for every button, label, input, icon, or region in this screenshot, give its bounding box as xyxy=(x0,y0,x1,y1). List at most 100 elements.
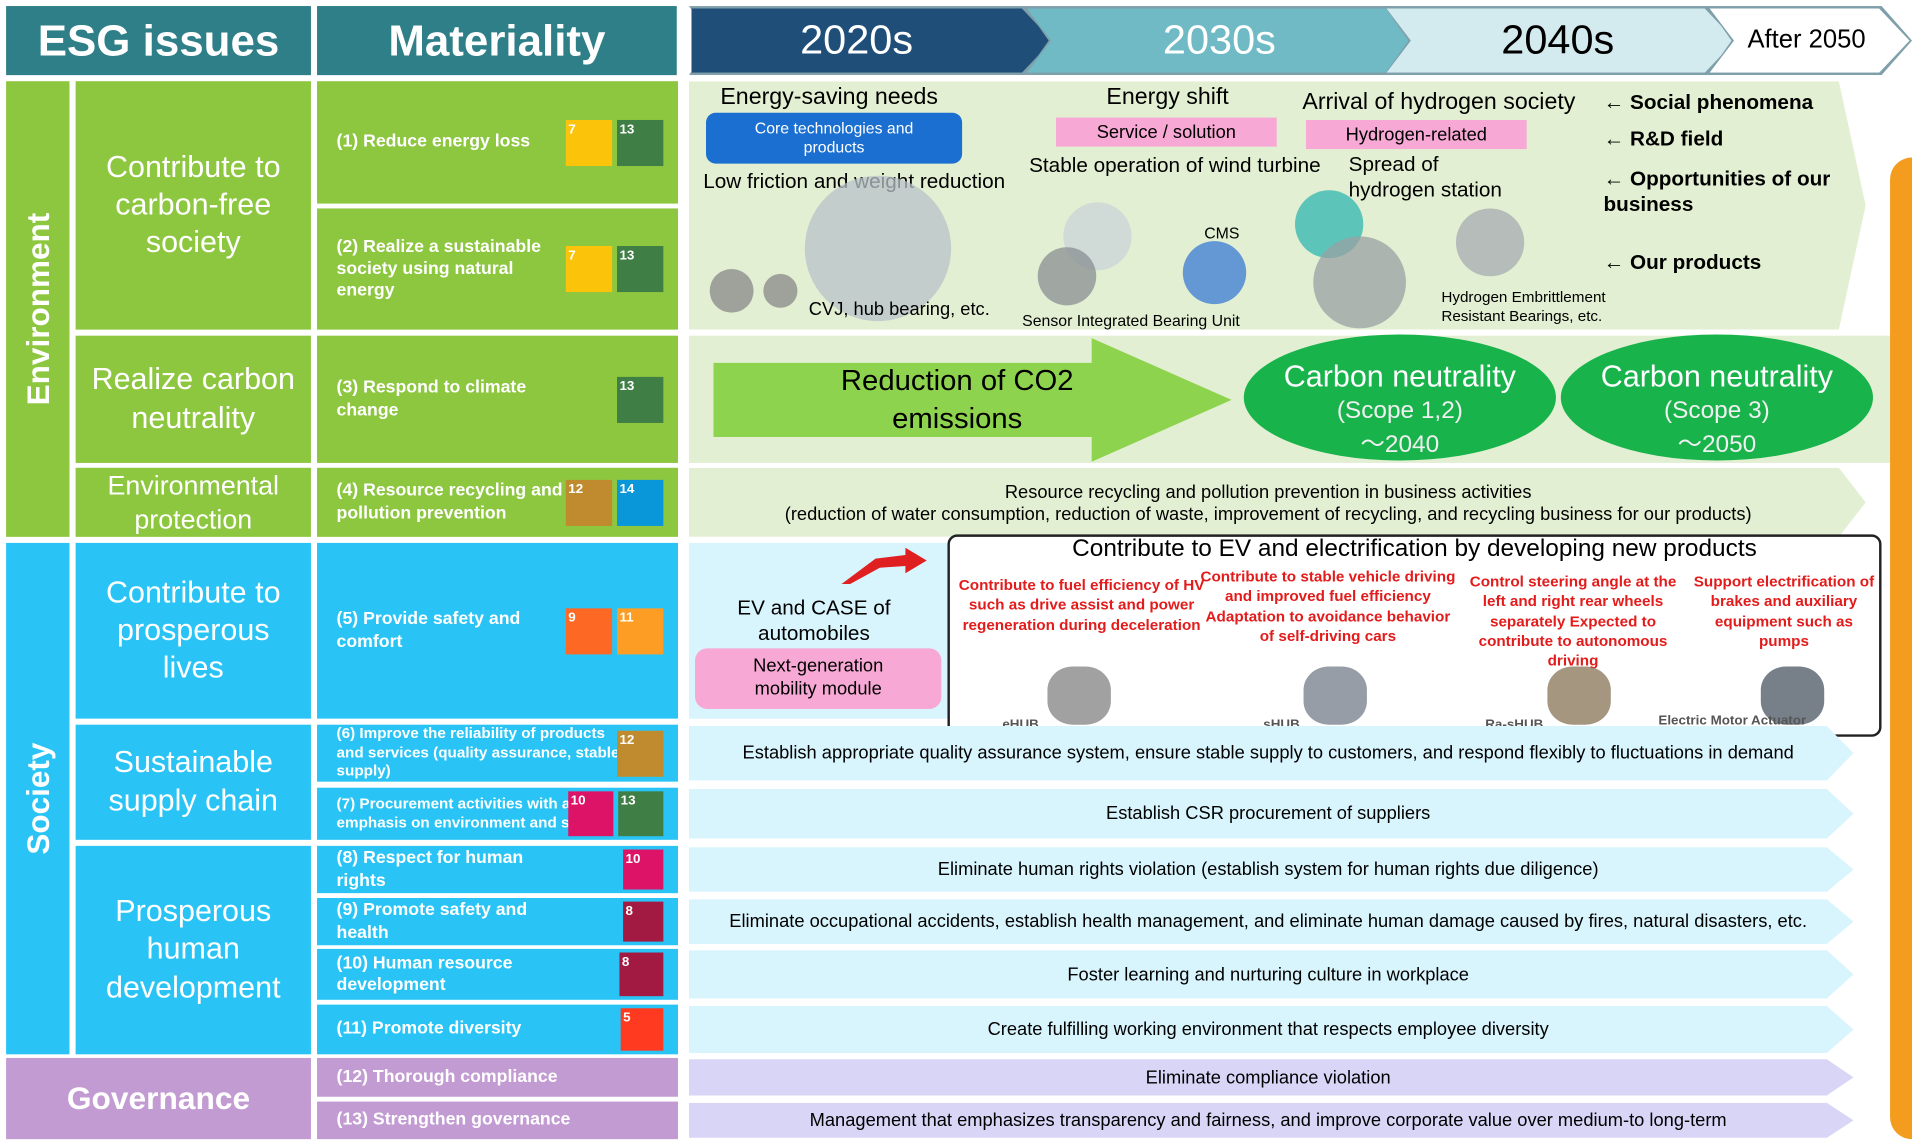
materiality-label: (13) Strengthen governance xyxy=(336,1110,571,1130)
ev-product-desc: Contribute to fuel efficiency of HV such… xyxy=(958,576,1205,634)
materiality-bg xyxy=(317,1057,678,1097)
sdg-icon: 14 xyxy=(617,479,664,526)
sdg-icon: 9 xyxy=(565,607,613,654)
ev-product-desc: Contribute to stable vehicle driving and… xyxy=(1200,568,1456,645)
area-label: Governance xyxy=(66,1079,251,1117)
goal-bg xyxy=(689,726,1854,781)
sdg-icon: 13 xyxy=(617,376,664,423)
goal-text: Establish appropriate quality assurance … xyxy=(742,742,1794,764)
target-year: ～2050 xyxy=(1677,430,1757,458)
sdg-icon: 10 xyxy=(568,791,614,837)
opportunity: Spread of hydrogen station xyxy=(1348,152,1502,202)
materiality-label: (2) Realize a sustainable society using … xyxy=(336,237,541,301)
goal-bg xyxy=(689,1059,1854,1095)
sdg-icon: 5 xyxy=(620,1008,664,1051)
resource-main: Resource recycling and pollution prevent… xyxy=(1004,481,1532,503)
materiality-label: (8) Respect for human rights xyxy=(336,848,524,891)
period-label: 2030s xyxy=(1162,16,1276,63)
legend-item: ← Opportunities of our business xyxy=(1603,166,1831,216)
issue: Prosperous human development xyxy=(75,845,311,1055)
ev-title: Contribute to EV and electrification by … xyxy=(1072,535,1757,562)
sdg-icon: 11 xyxy=(617,607,664,654)
goal-text: Eliminate occupational accidents, establ… xyxy=(729,911,1808,932)
product-image xyxy=(1547,666,1611,725)
sdg-icon: 10 xyxy=(623,849,664,890)
sdg-icon: 12 xyxy=(565,479,613,526)
product-image xyxy=(709,269,754,313)
target-scope: (Scope 3) xyxy=(1664,396,1770,424)
materiality-label: (10) Human resource development xyxy=(336,953,513,995)
reduction-label: Reduction of CO2 emissions xyxy=(840,364,1074,436)
materiality-bg xyxy=(317,948,678,1000)
esg-header: ESG issues xyxy=(6,6,311,76)
product-image xyxy=(1047,666,1111,725)
rd-field: Core technologies and products xyxy=(706,112,963,164)
product-image xyxy=(1037,247,1097,306)
ev-trend: EV and CASE of automobiles xyxy=(737,595,891,645)
sdg-icon: 13 xyxy=(617,119,664,166)
goal-bg xyxy=(689,1103,1854,1138)
goal-text: Eliminate human rights violation (establ… xyxy=(937,859,1599,880)
social-phenomenon: Energy shift xyxy=(1106,84,1229,111)
issue: Realize carbon neutrality xyxy=(75,335,311,463)
goal-bg xyxy=(689,847,1854,892)
orange-band xyxy=(1890,157,1912,1140)
target-title: Carbon neutrality xyxy=(1600,359,1833,394)
goal-text: Management that emphasizes transparency … xyxy=(809,1110,1727,1131)
goal-text: Create fulfilling working environment th… xyxy=(987,1019,1549,1040)
area-bg xyxy=(6,542,70,1055)
issue: Environmental protection xyxy=(75,467,311,537)
target-ellipse xyxy=(1560,334,1873,461)
sdg-icon: 13 xyxy=(618,791,664,837)
product-image xyxy=(1313,236,1406,329)
materiality-label: (6) Improve the reliability of products … xyxy=(336,724,620,780)
module-box: Next-generation mobility module xyxy=(695,648,942,709)
materiality-label: (12) Thorough compliance xyxy=(336,1067,558,1087)
social-phenomenon: Energy-saving needs xyxy=(720,84,939,111)
product-image xyxy=(1760,666,1825,725)
materiality-bg xyxy=(317,845,678,894)
materiality-bg xyxy=(317,897,678,946)
goal-bg xyxy=(689,789,1854,839)
period-arrow xyxy=(691,8,1052,72)
issue: Sustainable supply chain xyxy=(75,724,311,840)
product: Hydrogen Embrittlement Resistant Bearing… xyxy=(1441,288,1606,325)
period-label: After 2050 xyxy=(1747,25,1866,54)
materiality-label: (1) Reduce energy loss xyxy=(336,132,531,153)
rd-field: Hydrogen-related xyxy=(1305,119,1527,150)
goal-text: Foster learning and nurturing culture in… xyxy=(1067,964,1469,985)
target-title: Carbon neutrality xyxy=(1283,359,1516,394)
period-arrow xyxy=(1710,8,1910,72)
product-image xyxy=(1182,241,1247,305)
goal-bg xyxy=(689,950,1854,998)
resource-panel xyxy=(689,468,1866,537)
materiality-label: (4) Resource recycling and pollution pre… xyxy=(336,481,563,523)
area-label: Environment xyxy=(18,212,56,406)
materiality-bg xyxy=(317,787,678,840)
ev-product-desc: Control steering angle at the left and r… xyxy=(1469,573,1677,669)
area-label: Society xyxy=(18,742,56,855)
materiality-label: (7) Procurement activities with an empha… xyxy=(336,794,614,831)
period-arrow xyxy=(1386,8,1735,72)
sdg-icon: 12 xyxy=(617,730,664,777)
materiality-header: Materiality xyxy=(317,6,677,76)
goal-bg xyxy=(689,899,1854,944)
materiality-label: (11) Promote diversity xyxy=(336,1019,522,1040)
goal-text: Establish CSR procurement of suppliers xyxy=(1106,803,1431,825)
period-arrow xyxy=(1027,8,1418,72)
product-image xyxy=(1303,666,1367,725)
goal-text: Eliminate compliance violation xyxy=(1145,1067,1391,1088)
product-image xyxy=(804,175,952,322)
legend-item: ← Social phenomena xyxy=(1603,91,1814,115)
target-ellipse xyxy=(1243,334,1556,461)
legend-item: ← Our products xyxy=(1603,251,1762,275)
materiality-label: (5) Provide safety and comfort xyxy=(336,610,521,652)
period-label: 2020s xyxy=(800,16,914,63)
materiality-label: (3) Respond to climate change xyxy=(336,378,527,420)
ev-product-name: Electric Motor Actuator xyxy=(1658,713,1807,729)
ev-product-desc: Support electrification of brakes and au… xyxy=(1693,573,1875,650)
target-year: ～2040 xyxy=(1360,430,1440,458)
sdg-icon: 13 xyxy=(617,246,664,293)
